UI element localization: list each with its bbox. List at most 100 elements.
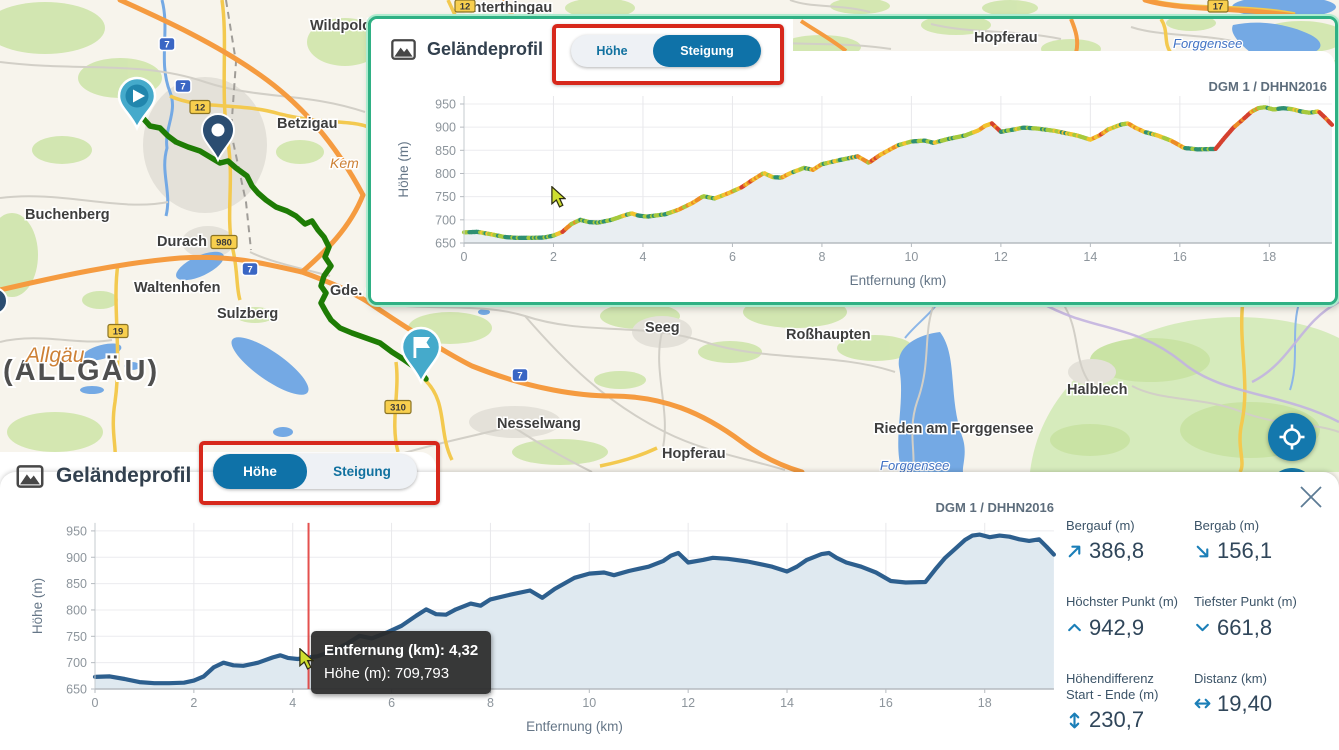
svg-text:700: 700: [435, 213, 456, 227]
inset-map-strip: Hopferau Forggensee: [371, 19, 1335, 53]
svg-text:950: 950: [66, 524, 87, 538]
svg-text:900: 900: [435, 121, 456, 135]
town-label: Nesselwang: [497, 416, 581, 432]
road-shield: 17: [1207, 0, 1229, 13]
panel-title: Geländeprofil: [427, 39, 544, 59]
svg-text:14: 14: [780, 696, 794, 710]
elevation-source-label: DGM 1 / DHHN2016: [1208, 79, 1327, 94]
svg-text:Höhe (m): Höhe (m): [30, 578, 45, 634]
svg-text:900: 900: [66, 551, 87, 565]
svg-text:18: 18: [978, 696, 992, 710]
svg-text:19: 19: [113, 327, 124, 338]
town-label: Hopferau: [974, 30, 1038, 46]
svg-text:750: 750: [435, 190, 456, 204]
toggle-steigung-button[interactable]: Steigung: [653, 35, 761, 67]
town-label: Waltenhofen: [134, 280, 220, 296]
water-label: Forggensee: [880, 458, 949, 473]
stat-tiefster-punkt: Tiefster Punkt (m) 661,8: [1194, 594, 1297, 640]
svg-text:7: 7: [247, 265, 252, 276]
road-shields: 7 7 12 980 19 7 310 7 12 17: [107, 0, 1229, 415]
map-minor-roads: [0, 0, 1339, 473]
route-line[interactable]: [138, 113, 429, 382]
svg-text:2: 2: [550, 250, 557, 264]
svg-text:8: 8: [818, 250, 825, 264]
locate-me-button[interactable]: [1268, 413, 1316, 461]
close-panel-button[interactable]: [1296, 482, 1326, 512]
route-end-marker[interactable]: [400, 326, 442, 386]
svg-text:6: 6: [388, 696, 395, 710]
svg-text:7: 7: [164, 40, 169, 51]
svg-text:16: 16: [1173, 250, 1187, 264]
svg-text:750: 750: [66, 630, 87, 644]
town-label: Sulzberg: [217, 306, 278, 322]
map-water: [80, 0, 1336, 478]
panel-title: Geländeprofil: [56, 464, 192, 487]
svg-text:7: 7: [517, 371, 522, 382]
svg-text:Höhe (m): Höhe (m): [396, 141, 411, 197]
profile-mode-toggle: Höhe Steigung: [213, 454, 417, 489]
town-label: Hopferau: [662, 446, 726, 462]
motorway-shield: 7: [158, 36, 176, 52]
elevation-panel: Geländeprofil Höhe Steigung DGM 1 / DHHN…: [0, 441, 1339, 750]
svg-text:4: 4: [639, 250, 646, 264]
tooltip-distance: Entfernung (km): 4,32: [324, 642, 479, 659]
motorway-shield: 7: [241, 261, 259, 277]
stat-bergauf: Bergauf (m) 386,8: [1066, 518, 1145, 564]
toggle-steigung-button[interactable]: Steigung: [333, 464, 391, 479]
arrow-horizontal-icon: [1194, 698, 1211, 709]
svg-text:850: 850: [66, 577, 87, 591]
svg-text:650: 650: [66, 683, 87, 697]
road-shield: 980: [210, 234, 238, 250]
svg-text:Entfernung (km): Entfernung (km): [850, 273, 947, 288]
region-label: Kem: [330, 155, 359, 171]
chart-tooltip: Entfernung (km): 4,32 Höhe (m): 709,793: [311, 631, 492, 694]
map-boundary-lines: [1039, 300, 1339, 424]
profile-mode-toggle: Höhe Steigung: [571, 35, 761, 67]
stat-hoechster-punkt: Höchster Punkt (m) 942,9: [1066, 594, 1178, 640]
toggle-hoehe-button[interactable]: Höhe: [596, 44, 628, 58]
svg-text:980: 980: [216, 238, 232, 249]
play-icon: [133, 89, 145, 103]
route-waypoint-marker[interactable]: [200, 113, 236, 163]
svg-text:800: 800: [66, 603, 87, 617]
svg-text:12: 12: [681, 696, 695, 710]
svg-text:12: 12: [994, 250, 1008, 264]
svg-text:18: 18: [1262, 250, 1276, 264]
svg-text:16: 16: [879, 696, 893, 710]
region-label: Allgäu: [24, 344, 85, 367]
chevron-up-icon: [1068, 623, 1081, 632]
road-shield: 12: [454, 0, 476, 13]
road-shield: 310: [384, 399, 412, 415]
arrow-vertical-icon: [1069, 712, 1080, 728]
svg-text:650: 650: [435, 237, 456, 251]
chevron-down-icon: [1196, 623, 1209, 632]
flag-icon: [413, 337, 430, 358]
svg-text:4: 4: [289, 696, 296, 710]
arrow-down-right-icon: [1196, 545, 1209, 558]
elevation-panel-inset: Hopferau Forggensee Geländeprofil Höhe S…: [368, 16, 1338, 305]
close-icon: [1300, 486, 1322, 508]
svg-text:950: 950: [435, 97, 456, 111]
elevation-chart-steigung[interactable]: 0 2 4 6 8 10 12 14 16 18 650 700 750 800 850 900 950 Entf…: [372, 63, 1334, 299]
road-shield: 12: [189, 99, 211, 115]
svg-text:10: 10: [904, 250, 918, 264]
toggle-hoehe-button[interactable]: Höhe: [213, 454, 307, 489]
town-label: Durach: [157, 234, 207, 250]
town-label: Rieden am Forggensee: [874, 421, 1034, 437]
town-label: Buchenberg: [25, 207, 110, 223]
stat-bergab: Bergab (m) 156,1: [1194, 518, 1273, 564]
svg-text:8: 8: [487, 696, 494, 710]
map-motorways: [0, 0, 1308, 475]
terrain-profile-icon: [391, 39, 416, 60]
tooltip-elevation: Höhe (m): 709,793: [324, 665, 450, 683]
arrow-up-right-icon: [1068, 545, 1081, 558]
svg-text:0: 0: [461, 250, 468, 264]
town-label: N (ALLGÄU): [0, 354, 159, 387]
svg-text:2: 2: [190, 696, 197, 710]
route-start-marker[interactable]: [117, 76, 157, 131]
stat-distanz: Distanz (km) 19,40: [1194, 670, 1273, 716]
elevation-source-label: DGM 1 / DHHN2016: [935, 500, 1054, 515]
route-statistics: Bergauf (m) 386,8 Bergab (m) 156,1 Höchs…: [1066, 518, 1312, 733]
svg-text:12: 12: [460, 2, 471, 13]
